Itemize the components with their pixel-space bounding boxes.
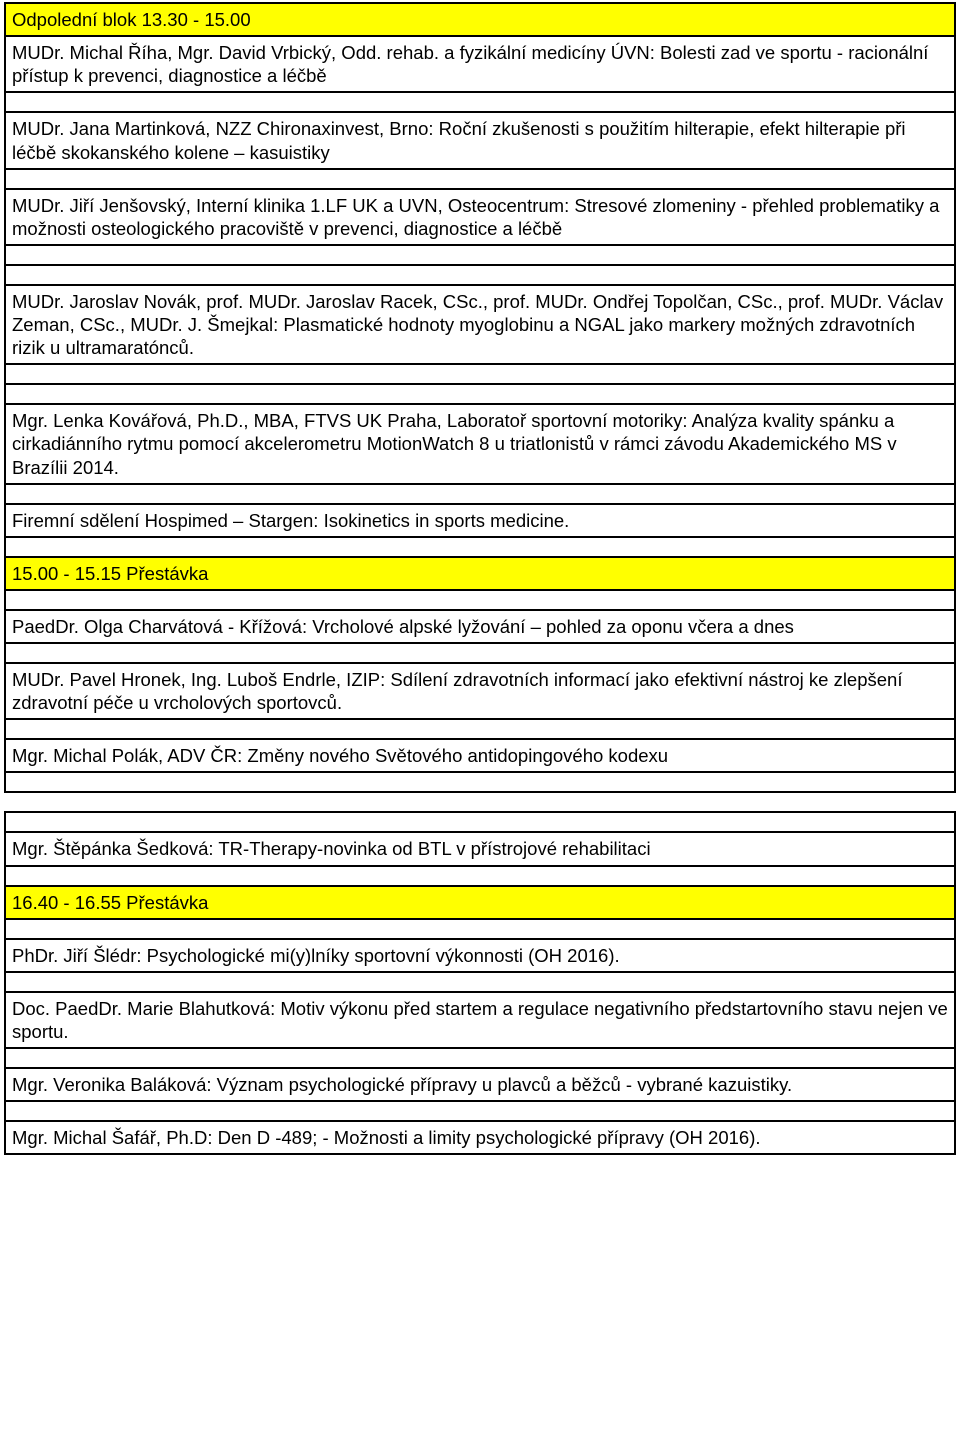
table-row xyxy=(5,812,955,832)
table-row xyxy=(5,384,955,404)
table-row xyxy=(5,866,955,886)
table-row: PaedDr. Olga Charvátová - Křížová: Vrcho… xyxy=(5,610,955,643)
table-row: MUDr. Jana Martinková, NZZ Chironaxinves… xyxy=(5,112,955,168)
table-row xyxy=(5,1048,955,1068)
table-row xyxy=(5,1101,955,1121)
table-row: Mgr. Štěpánka Šedková: TR-Therapy-novink… xyxy=(5,832,955,865)
table-row: MUDr. Pavel Hronek, Ing. Luboš Endrle, I… xyxy=(5,663,955,719)
table-row: Firemní sdělení Hospimed – Stargen: Isok… xyxy=(5,504,955,537)
schedule-table-2: Mgr. Štěpánka Šedková: TR-Therapy-novink… xyxy=(4,811,956,1155)
table-row xyxy=(5,919,955,939)
table-row: MUDr. Jiří Jenšovský, Interní klinika 1.… xyxy=(5,189,955,245)
table-row: Odpolední blok 13.30 - 15.00 xyxy=(5,3,955,36)
table-row: Doc. PaedDr. Marie Blahutková: Motiv výk… xyxy=(5,992,955,1048)
table-row: 16.40 - 16.55 Přestávka xyxy=(5,886,955,919)
schedule-table-1: Odpolední blok 13.30 - 15.00MUDr. Michal… xyxy=(4,2,956,793)
table-row xyxy=(5,643,955,663)
table-row xyxy=(5,169,955,189)
table-row xyxy=(5,537,955,557)
table-row: Mgr. Michal Polák, ADV ČR: Změny nového … xyxy=(5,739,955,772)
table-row: MUDr. Michal Říha, Mgr. David Vrbický, O… xyxy=(5,36,955,92)
table-row: MUDr. Jaroslav Novák, prof. MUDr. Jarosl… xyxy=(5,285,955,364)
table-row xyxy=(5,92,955,112)
table-row: PhDr. Jiří Šlédr: Psychologické mi(y)lní… xyxy=(5,939,955,972)
page: Odpolední blok 13.30 - 15.00MUDr. Michal… xyxy=(0,0,960,1177)
table-row xyxy=(5,245,955,265)
table-row xyxy=(5,590,955,610)
table-row: Mgr. Lenka Kovářová, Ph.D., MBA, FTVS UK… xyxy=(5,404,955,483)
table-row: Mgr. Veronika Baláková: Význam psycholog… xyxy=(5,1068,955,1101)
table-row: 15.00 - 15.15 Přestávka xyxy=(5,557,955,590)
table-row xyxy=(5,972,955,992)
table-row xyxy=(5,265,955,285)
table-row xyxy=(5,484,955,504)
table-row xyxy=(5,364,955,384)
table-row xyxy=(5,772,955,792)
table-row xyxy=(5,719,955,739)
table-row: Mgr. Michal Šafář, Ph.D: Den D -489; - M… xyxy=(5,1121,955,1154)
